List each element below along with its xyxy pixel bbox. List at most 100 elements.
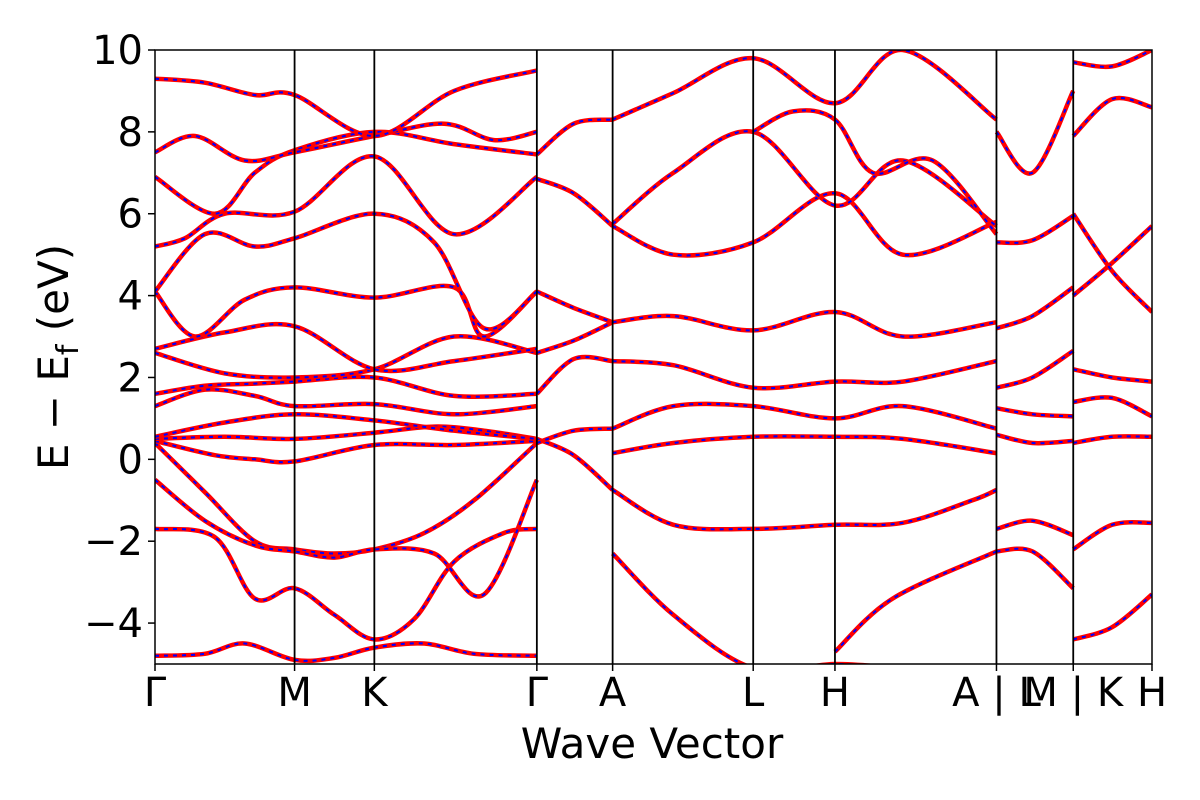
y-axis-title-part-1: E − E xyxy=(29,355,78,470)
x-ticks-group: Γ M K Γ A L H A | LM | K H xyxy=(144,664,1167,716)
band-line-dashed-20 xyxy=(536,321,614,354)
band-line-dashed-21 xyxy=(536,290,613,324)
band-line-8 xyxy=(155,374,537,400)
band-line-dashed-34 xyxy=(834,550,997,653)
band-line-dashed-39 xyxy=(996,350,1074,389)
band-line-dashed-6 xyxy=(155,413,538,440)
y-tick-label-4: 4 xyxy=(118,274,143,320)
band-line-20 xyxy=(536,320,614,356)
band-line-19 xyxy=(535,354,613,396)
band-line-7 xyxy=(155,387,538,417)
band-line-12 xyxy=(155,211,539,332)
band-line-11 xyxy=(155,283,539,339)
y-tick-label-6: 8 xyxy=(118,110,143,156)
x-tick-label-8: M | K xyxy=(1023,670,1124,716)
band-line-dashed-11 xyxy=(155,284,538,338)
band-line-dashed-19 xyxy=(536,356,613,395)
y-ticks-group: −4 −2 0 2 4 6 8 10 xyxy=(84,28,155,647)
band-line-26 xyxy=(612,434,997,456)
y-axis-title-subscript: f xyxy=(51,343,86,355)
band-line-dashed-48 xyxy=(1072,225,1152,297)
x-tick-label-5: L xyxy=(742,670,765,716)
band-line-dashed-3 xyxy=(155,479,538,598)
band-line-dashed-30 xyxy=(612,192,997,257)
band-line-4 xyxy=(155,438,538,465)
band-line-dashed-25 xyxy=(611,552,862,664)
band-line-2 xyxy=(155,441,539,556)
band-line-dashed-44 xyxy=(1072,521,1152,551)
x-tick-label-9: H xyxy=(1137,670,1167,716)
band-line-35 xyxy=(995,518,1075,538)
band-line-43 xyxy=(1072,592,1152,642)
y-tick-label-2: 0 xyxy=(118,437,143,483)
band-line-dashed-50 xyxy=(1072,97,1152,137)
band-line-dashed-40 xyxy=(996,286,1074,330)
band-line-dashed-36 xyxy=(996,547,1074,590)
band-line-dashed-37 xyxy=(996,433,1074,445)
x-tick-label-7: A | L xyxy=(952,670,1041,716)
band-line-22 xyxy=(536,176,615,228)
band-line-1 xyxy=(155,526,538,642)
band-line-dashed-26 xyxy=(612,435,997,455)
kpath-lines-group xyxy=(293,50,1075,664)
band-line-42 xyxy=(994,89,1076,176)
y-axis-title: E − Ef (eV) xyxy=(29,244,86,470)
x-tick-label-1: M xyxy=(277,670,312,716)
band-line-34 xyxy=(833,549,998,654)
band-line-dashed-24 xyxy=(612,489,997,531)
band-line-dashed-29 xyxy=(612,310,997,338)
x-tick-label-3: Γ xyxy=(526,670,549,716)
band-line-dashed-33 xyxy=(752,109,998,235)
y-tick-label-1: −2 xyxy=(84,519,143,565)
y-tick-label-0: −4 xyxy=(84,601,143,647)
band-line-0 xyxy=(155,641,537,664)
band-line-dashed-45 xyxy=(1073,435,1152,444)
band-line-dashed-12 xyxy=(155,212,538,331)
plot-frame xyxy=(154,49,1153,665)
band-line-dashed-41 xyxy=(996,214,1074,244)
band-line-dashed-31 xyxy=(611,130,998,227)
band-line-dashed-23 xyxy=(536,118,613,156)
x-tick-label-6: H xyxy=(820,670,850,716)
band-line-44 xyxy=(1071,520,1152,552)
band-line-31 xyxy=(611,129,998,228)
band-line-15 xyxy=(155,121,538,164)
band-line-dashed-18 xyxy=(536,427,613,444)
band-line-dashed-13 xyxy=(155,155,538,248)
band-line-30 xyxy=(611,191,998,258)
band-series-group xyxy=(155,50,1152,664)
band-line-dashed-16 xyxy=(155,69,538,138)
band-line-dashed-14 xyxy=(155,130,538,215)
band-line-dashed-28 xyxy=(612,360,997,390)
band-line-27 xyxy=(611,401,998,431)
band-line-dashed-27 xyxy=(612,402,997,430)
band-line-39 xyxy=(995,349,1075,390)
band-line-dashed-9 xyxy=(155,335,538,379)
band-line-dashed-32 xyxy=(612,50,998,121)
band-line-dashed-22 xyxy=(536,177,614,227)
y-tick-label-7: 10 xyxy=(92,28,143,74)
band-line-40 xyxy=(995,285,1075,331)
band-line-50 xyxy=(1071,95,1152,138)
y-tick-label-3: 2 xyxy=(118,355,143,401)
band-line-5 xyxy=(155,424,538,442)
band-line-17 xyxy=(535,436,615,492)
x-tick-label-4: A xyxy=(599,670,627,716)
band-line-49 xyxy=(1071,212,1152,314)
band-line-dashed-7 xyxy=(155,388,538,416)
band-line-dashed-47 xyxy=(1073,368,1152,383)
band-line-48 xyxy=(1071,224,1152,298)
x-tick-label-0: Γ xyxy=(144,670,167,716)
y-tick-label-5: 6 xyxy=(118,192,143,238)
x-axis-title: Wave Vector xyxy=(521,719,784,768)
band-line-dashed-51 xyxy=(1073,50,1152,68)
band-line-dashed-46 xyxy=(1073,396,1152,418)
x-tick-label-2: K xyxy=(361,670,389,716)
band-line-dashed-38 xyxy=(996,407,1074,418)
band-line-dashed-35 xyxy=(996,519,1074,537)
band-line-dashed-42 xyxy=(995,90,1075,175)
band-line-23 xyxy=(535,117,613,157)
band-line-36 xyxy=(996,546,1075,590)
band-line-dashed-43 xyxy=(1072,593,1152,641)
